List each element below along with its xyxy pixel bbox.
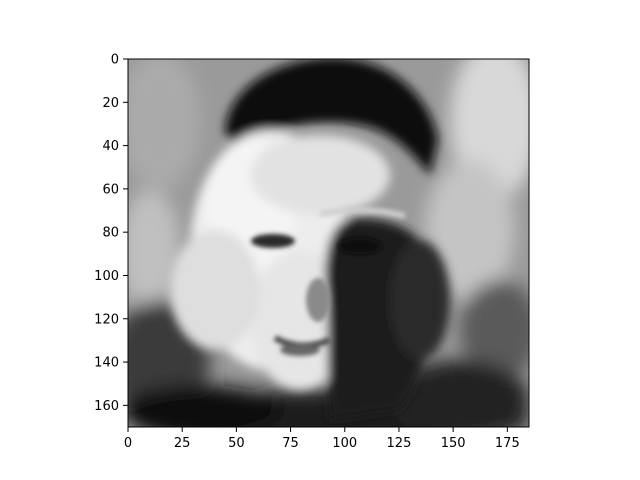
y-tick-label: 160 <box>94 399 119 414</box>
x-tick-label: 100 <box>332 436 357 451</box>
x-tick-label: 150 <box>441 436 466 451</box>
x-tick-label: 125 <box>387 436 412 451</box>
y-tick-label: 140 <box>94 356 119 371</box>
x-tick-label: 75 <box>282 436 299 451</box>
y-axis: 0 20 40 60 80 100 120 140 160 <box>94 53 128 414</box>
plot-frame <box>127 58 530 428</box>
y-tick-label: 20 <box>102 96 119 111</box>
x-tick-label: 175 <box>495 436 520 451</box>
y-tick-label: 60 <box>102 182 119 197</box>
y-tick-label: 40 <box>102 139 119 154</box>
y-tick-label: 120 <box>94 312 119 327</box>
y-tick-label: 80 <box>102 226 119 241</box>
x-tick-label: 50 <box>228 436 245 451</box>
y-tick-label: 0 <box>111 53 119 68</box>
portrait-image <box>128 59 529 427</box>
y-tick-label: 100 <box>94 269 119 284</box>
x-tick-label: 25 <box>174 436 191 451</box>
x-tick-label: 0 <box>124 436 132 451</box>
x-axis: 0 25 50 75 100 125 150 175 <box>124 427 520 451</box>
